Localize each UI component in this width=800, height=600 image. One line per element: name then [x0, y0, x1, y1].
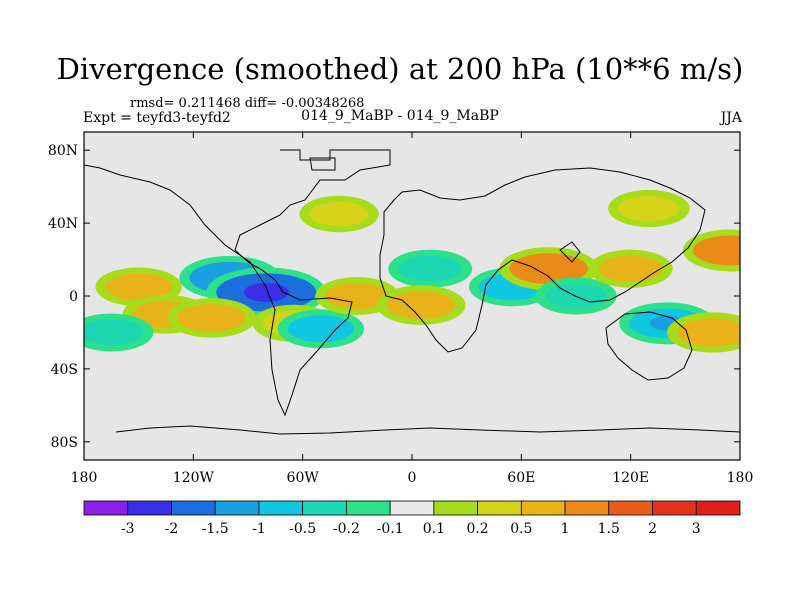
colorbar-label-1: -2	[165, 521, 179, 537]
colorbar-label-5: -0.2	[333, 521, 360, 537]
y-tick-label-4: 80S	[51, 435, 78, 451]
field-core-4	[243, 282, 289, 302]
colorbar-label-2: -1.5	[202, 521, 229, 537]
field-core-12	[531, 260, 567, 277]
field-cell-18	[309, 201, 369, 227]
coastlines	[84, 149, 740, 435]
colorbar-label-10: 1	[561, 521, 570, 537]
x-tick-label-2: 60W	[287, 470, 320, 486]
y-tick-label-2: 0	[69, 289, 78, 305]
season-label: JJA	[720, 110, 742, 126]
y-tick-label-3: 40S	[51, 362, 78, 378]
colorbar-label-12: 2	[648, 521, 657, 537]
map-axes: 180 120W 60W 0 60E 120E 180 80N 40N 0 40S 80S	[48, 132, 753, 486]
field-cell-2	[84, 319, 144, 346]
colorbar-swatch-5	[302, 500, 347, 516]
divergence-field	[84, 189, 740, 353]
x-tick-label-1: 120W	[173, 470, 215, 486]
coastline-5	[559, 241, 581, 263]
x-tick-label-0: 180	[71, 470, 98, 486]
colorbar-swatch-8	[433, 500, 479, 516]
colorbar-swatch-13	[652, 500, 697, 516]
coastline-2	[605, 311, 693, 381]
rmsd-diff-label: rmsd= 0.211468 diff= -0.00348268	[130, 96, 365, 111]
colorbar-swatch-3	[214, 500, 260, 516]
field-cell-14	[598, 255, 663, 282]
colorbar-swatch-1	[127, 500, 172, 516]
field-cell-19	[618, 195, 680, 222]
field-core-17	[713, 242, 740, 258]
colorbar-swatch-14	[695, 500, 741, 516]
field-cell-10	[386, 291, 456, 319]
coastline-0	[84, 149, 391, 417]
x-tick-label-4: 60E	[507, 470, 535, 486]
colorbar-swatch-10	[520, 500, 566, 516]
colorbar-swatch-4	[258, 500, 304, 516]
colorbar-swatch-9	[477, 500, 522, 516]
x-tick-label-6: 180	[727, 470, 754, 486]
run-comparison-label: 014_9_MaBP - 014_9_MaBP	[301, 108, 499, 124]
field-cell-16	[677, 318, 740, 347]
colorbar: -3 -2 -1.5 -1 -0.5 -0.2 -0.1 0.1 0.2 0.5 1 1.5 2 3	[83, 500, 741, 537]
chart-title: Divergence (smoothed) at 200 hPa (10**6 …	[56, 52, 744, 86]
colorbar-swatch-7	[389, 500, 435, 516]
field-cell-5	[177, 304, 246, 332]
colorbar-swatch-2	[171, 500, 216, 516]
colorbar-swatch-0	[83, 500, 129, 516]
colorbar-swatch-11	[564, 500, 610, 516]
coastline-3	[115, 425, 740, 435]
colorbar-label-4: -0.5	[289, 521, 316, 537]
colorbar-swatch-12	[608, 500, 653, 516]
field-cell-9	[398, 255, 463, 282]
x-tick-label-5: 120E	[612, 470, 649, 486]
colorbar-label-9: 0.5	[510, 521, 532, 537]
colorbar-label-8: 0.2	[466, 521, 488, 537]
colorbar-label-0: -3	[121, 521, 135, 537]
field-cell-0	[105, 273, 172, 301]
colorbar-label-7: 0.1	[423, 521, 445, 537]
y-tick-label-1: 40N	[48, 216, 78, 232]
colorbar-label-13: 3	[692, 521, 701, 537]
colorbar-swatch-6	[345, 500, 391, 516]
x-tick-label-3: 0	[408, 470, 417, 486]
y-tick-label-0: 80N	[48, 143, 78, 159]
field-cell-8	[325, 283, 390, 309]
coastline-1	[379, 167, 706, 353]
coastline-4	[309, 157, 336, 171]
field-cell-7	[287, 315, 355, 343]
colorbar-label-6: -0.1	[377, 521, 404, 537]
colorbar-label-3: -1	[252, 521, 266, 537]
colorbar-label-11: 1.5	[598, 521, 620, 537]
experiment-label: Expt = teyfd3-teyfd2	[83, 110, 231, 126]
